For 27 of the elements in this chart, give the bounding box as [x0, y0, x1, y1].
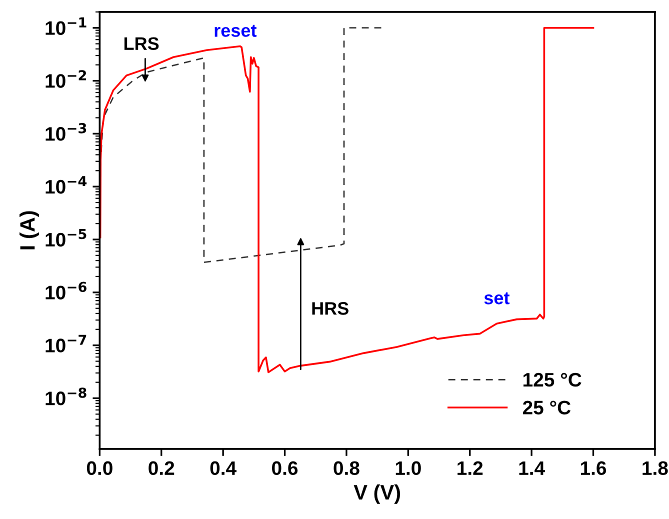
y-tick-label: 10$^{−3}$ [46, 123, 86, 141]
x-tick-label: 0.4 [210, 461, 236, 476]
x-tick-label: 0.6 [272, 461, 298, 476]
y-tick-label: 10$^{−8}$ [46, 388, 86, 406]
y-axis-title: I (A) [20, 211, 39, 250]
y-tick-label: 10$^{−6}$ [46, 282, 86, 300]
annotation: set [484, 292, 510, 304]
x-tick-label: 1.4 [519, 461, 545, 475]
x-tick-label: 1.0 [396, 461, 421, 476]
y-tick-label: 10$^{−7}$ [46, 334, 86, 352]
legend-label: 25 °C [522, 400, 571, 414]
x-tick-label: 1.2 [458, 461, 483, 475]
y-tick-label: 10$^{−4}$ [46, 176, 87, 194]
x-tick-label: 0.2 [148, 461, 174, 476]
annotation: HRS [312, 302, 348, 315]
x-axis-title: V (V) [354, 484, 400, 504]
x-tick-label: 0.8 [334, 461, 360, 476]
annotation: reset [214, 24, 257, 37]
x-tick-label: 0.0 [86, 461, 112, 476]
y-tick-label: 10$^{−1}$ [46, 17, 86, 35]
line-series [100, 26, 594, 374]
y-tick-label: 10$^{−2}$ [46, 70, 86, 88]
x-tick-label: 1.8 [642, 461, 668, 476]
y-tick-label: 10$^{−5}$ [46, 229, 86, 247]
legend-label: 125 °C [523, 372, 582, 387]
x-tick-label: 1.6 [580, 461, 606, 476]
annotation: LRS [124, 37, 159, 50]
